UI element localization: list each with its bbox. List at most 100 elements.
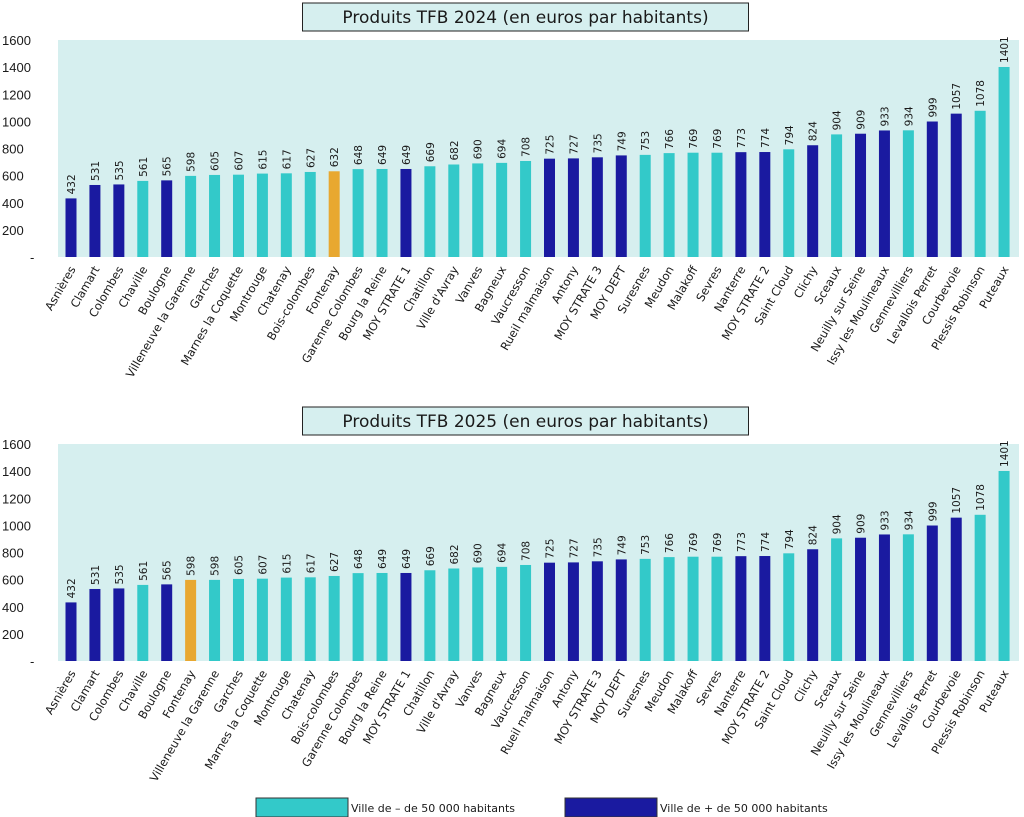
data-label: 769 <box>712 129 724 149</box>
bar <box>328 171 340 257</box>
bar <box>161 584 173 661</box>
bar <box>998 470 1010 661</box>
y-tick-label: 1200 <box>2 87 31 102</box>
bar <box>232 174 244 257</box>
bar <box>496 566 508 661</box>
y-tick-label: 1600 <box>2 437 31 452</box>
bar <box>352 573 364 661</box>
data-label: 1078 <box>975 80 987 107</box>
data-label: 794 <box>784 125 796 145</box>
data-label: 904 <box>832 514 844 534</box>
data-label: 535 <box>114 564 126 584</box>
legend-label-small-cities: Ville de – de 50 000 habitants <box>351 802 515 815</box>
bar <box>89 184 101 257</box>
bar <box>280 577 292 661</box>
bar <box>520 564 532 661</box>
data-label: 999 <box>927 501 939 521</box>
bar <box>711 556 723 661</box>
y-tick-label: 1000 <box>2 114 31 129</box>
bar <box>878 130 890 257</box>
y-tick-label: 800 <box>2 142 24 157</box>
bar <box>232 578 244 661</box>
bar <box>663 557 675 661</box>
data-label: 535 <box>114 160 126 180</box>
chart-title: Produits TFB 2025 (en euros par habitant… <box>342 412 708 432</box>
data-label: 694 <box>497 139 509 159</box>
y-tick-label: 1400 <box>2 464 31 479</box>
bar <box>615 155 627 257</box>
bar <box>424 570 436 661</box>
data-label: 1057 <box>951 487 963 514</box>
data-label: 627 <box>329 552 341 572</box>
data-label: 725 <box>545 539 557 559</box>
bar <box>544 158 555 257</box>
data-label: 669 <box>425 142 437 162</box>
bar <box>256 578 268 661</box>
data-label: 794 <box>784 529 796 549</box>
data-label: 999 <box>927 97 939 117</box>
legend: Ville de – de 50 000 habitants Ville de … <box>255 797 828 817</box>
data-label: 561 <box>138 561 150 581</box>
data-label: 769 <box>712 533 724 553</box>
bar <box>950 517 962 661</box>
bar <box>113 184 125 257</box>
plot-area <box>58 444 1019 661</box>
legend-label-large-cities: Ville de + de 50 000 habitants <box>660 802 828 815</box>
bar <box>663 153 675 257</box>
bar <box>280 173 292 257</box>
data-label: 682 <box>449 140 461 160</box>
data-label: 649 <box>377 145 389 165</box>
data-label: 690 <box>473 543 485 563</box>
bar <box>161 180 173 257</box>
data-label: 615 <box>281 554 293 574</box>
chart-tfb-2025: Produits TFB 2025 (en euros par habitant… <box>2 406 1019 784</box>
bar <box>496 162 508 257</box>
y-tick-label: 600 <box>2 169 24 184</box>
bar <box>759 152 771 257</box>
bar <box>807 145 819 257</box>
data-label: 909 <box>856 514 868 534</box>
bar <box>304 577 316 661</box>
data-label: 749 <box>616 131 628 151</box>
bar <box>591 561 603 661</box>
data-label: 1401 <box>999 440 1011 467</box>
data-label: 607 <box>257 555 269 575</box>
chart-title-box <box>302 2 749 32</box>
y-tick-label: 400 <box>2 600 24 615</box>
bar <box>831 134 843 257</box>
bar <box>520 160 532 257</box>
bar <box>950 113 962 257</box>
bar <box>783 553 795 661</box>
data-label: 1078 <box>975 484 987 511</box>
bar <box>137 180 149 257</box>
data-label: 774 <box>760 128 772 148</box>
y-tick-label: - <box>30 250 34 265</box>
bar <box>926 121 938 258</box>
bar <box>639 558 651 661</box>
bar <box>831 538 843 661</box>
data-label: 615 <box>257 150 269 170</box>
data-label: 708 <box>521 137 533 157</box>
bar <box>591 157 603 257</box>
data-label: 649 <box>401 145 413 165</box>
data-label: 605 <box>233 555 245 575</box>
bar <box>472 163 484 257</box>
bar <box>304 171 316 257</box>
data-label: 1401 <box>999 36 1011 63</box>
bar <box>65 198 77 257</box>
data-label: 632 <box>329 147 341 167</box>
data-label: 766 <box>664 129 676 149</box>
bar <box>376 572 388 661</box>
bar <box>567 158 579 257</box>
bar <box>567 562 579 661</box>
bar <box>65 602 77 661</box>
y-tick-label: 200 <box>2 627 24 642</box>
bar <box>448 568 460 661</box>
data-label: 690 <box>473 139 485 159</box>
bar <box>783 149 795 257</box>
data-label: 694 <box>497 543 509 563</box>
bar <box>209 579 221 661</box>
y-tick-label: 1000 <box>2 518 31 533</box>
data-label: 769 <box>688 533 700 553</box>
